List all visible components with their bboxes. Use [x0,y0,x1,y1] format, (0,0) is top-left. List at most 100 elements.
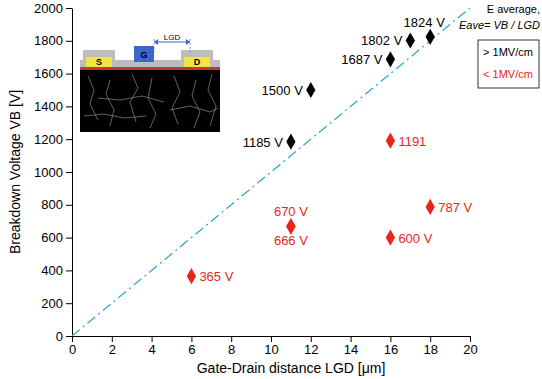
point [386,51,395,67]
tick: 200 [41,296,72,311]
contact [184,57,210,67]
tick: 0 [69,336,76,357]
legend-title: E average, [487,3,540,15]
tick-mark [351,336,352,342]
tick-mark [72,336,73,342]
grain-boundary [172,76,180,124]
tick: 18 [423,336,437,357]
data-label: 1185 V [243,135,284,150]
tick-mark [66,238,72,239]
grain-boundary [84,114,146,118]
contact [86,57,112,67]
tick: 12 [304,336,318,357]
reference-line [72,8,470,336]
tick-mark [66,336,72,337]
tick-mark [66,303,72,304]
tick: 1400 [34,99,72,114]
gate [134,46,154,62]
grain-boundary [208,74,216,126]
tick: 6 [188,336,195,357]
point [426,199,435,215]
tick-label: 20 [463,342,477,357]
tick-label: 0 [69,342,76,357]
substrate [80,70,220,132]
tick-mark [390,336,391,342]
tick-label: 2 [109,342,116,357]
tick-label: 600 [41,230,63,245]
grain-boundary [98,96,164,102]
inset-guide [190,39,191,52]
tick-mark [191,336,192,342]
tick-label: 1600 [34,66,63,81]
tick-label: 8 [228,342,235,357]
data-label: 1802 V [361,33,403,48]
tick-label: 2000 [34,1,63,16]
arrow-head [186,39,190,45]
chart: 0246810121416182002004006008001000120014… [0,0,542,379]
tick: 1800 [34,33,72,48]
data-label: 1500 V [262,83,304,98]
tick-label: 6 [188,342,195,357]
legend: E average, Eave= VB / LGD > 1MV/cm < 1MV/cm [459,3,540,88]
tick-mark [66,41,72,42]
grain-boundary [170,106,218,112]
tick: 20 [463,336,477,357]
tick: 2 [109,336,116,357]
tick-label: 16 [384,342,398,357]
tick-mark [112,336,113,342]
tick-mark [66,172,72,173]
tick-mark [231,336,232,342]
axis-line [72,9,73,337]
inset-label: G [140,50,147,60]
legend-entry: < 1MV/cm [483,68,533,80]
data-label: 365 V [199,269,233,284]
tick: 10 [264,336,278,357]
tick-label: 1400 [34,99,63,114]
tick-mark [66,8,72,9]
arrow-head [154,39,158,45]
x-axis-title: Gate-Drain distance LGD [μm] [197,360,386,376]
point [306,82,315,98]
x-axis: 02468101214161820 [69,336,478,357]
legend-box [478,40,539,88]
legend-entry: > 1MV/cm [483,46,533,58]
tick-label: 1000 [34,165,63,180]
tick: 1600 [34,66,72,81]
point [386,230,395,246]
y-axis-title: Breakdown Voltage VB [V] [7,90,23,254]
tick: 4 [148,336,155,357]
tick-label: 4 [148,342,155,357]
tick-mark [470,336,471,342]
tick-label: 800 [41,197,63,212]
tick-label: 400 [41,263,63,278]
tick-label: 200 [41,296,63,311]
data-label: 600 V [398,231,432,246]
tick: 8 [228,336,235,357]
legend-title: Eave= VB / LGD [459,19,540,31]
tick-label: 18 [423,342,437,357]
tick: 400 [41,263,72,278]
grain-boundary [148,78,156,128]
channel-layer [80,67,220,70]
tick-mark [66,106,72,107]
inset-guide [154,39,155,52]
tick-mark [311,336,312,342]
point [286,218,295,234]
data-label: 1687 V [341,52,383,67]
tick-mark [66,270,72,271]
inset-label: S [96,57,102,67]
tick: 600 [41,230,72,245]
data-label: 670 V [274,204,308,219]
tick-mark [66,205,72,206]
y-axis: 0200400600800100012001400160018002000 [34,1,72,344]
inset-label: LGD [164,33,181,42]
point [406,32,415,48]
grain-boundary [106,80,114,126]
tick-mark [271,336,272,342]
tick-mark [66,74,72,75]
grain-boundary [88,76,98,120]
grain-boundary [192,80,200,128]
tick-label: 1200 [34,132,63,147]
inset-label: D [194,57,201,67]
data-label: 1191 [398,134,426,149]
